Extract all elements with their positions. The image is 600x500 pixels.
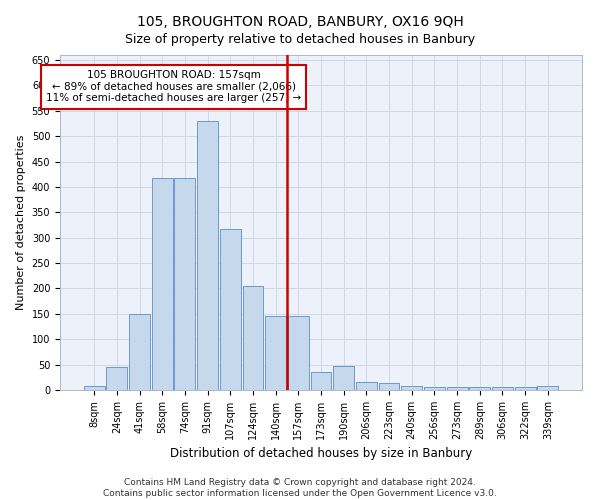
Bar (333, 366, 354, 390)
Bar (446, 388, 467, 390)
Text: 105, BROUGHTON ROAD, BANBURY, OX16 9QH: 105, BROUGHTON ROAD, BANBURY, OX16 9QH (137, 15, 463, 29)
Text: Size of property relative to detached houses in Banbury: Size of property relative to detached ho… (125, 32, 475, 46)
Bar (288, 316, 309, 390)
Bar (84, 386, 104, 390)
Bar (492, 388, 513, 390)
Bar (152, 178, 173, 390)
Text: 105 BROUGHTON ROAD: 157sqm
← 89% of detached houses are smaller (2,066)
11% of s: 105 BROUGHTON ROAD: 157sqm ← 89% of deta… (46, 70, 301, 103)
Bar (424, 387, 445, 390)
X-axis label: Distribution of detached houses by size in Banbury: Distribution of detached houses by size … (170, 448, 472, 460)
Bar (469, 388, 490, 390)
Bar (106, 367, 127, 390)
Bar (220, 228, 241, 390)
Bar (401, 386, 422, 390)
Bar (538, 386, 558, 390)
Text: Contains HM Land Registry data © Crown copyright and database right 2024.
Contai: Contains HM Land Registry data © Crown c… (103, 478, 497, 498)
Bar (379, 384, 400, 390)
Bar (175, 178, 196, 390)
Y-axis label: Number of detached properties: Number of detached properties (16, 135, 26, 310)
Bar (311, 372, 331, 390)
Bar (265, 316, 286, 390)
Bar (242, 286, 263, 390)
Bar (515, 388, 536, 390)
Bar (129, 314, 150, 390)
Bar (356, 382, 377, 390)
Bar (197, 121, 218, 390)
